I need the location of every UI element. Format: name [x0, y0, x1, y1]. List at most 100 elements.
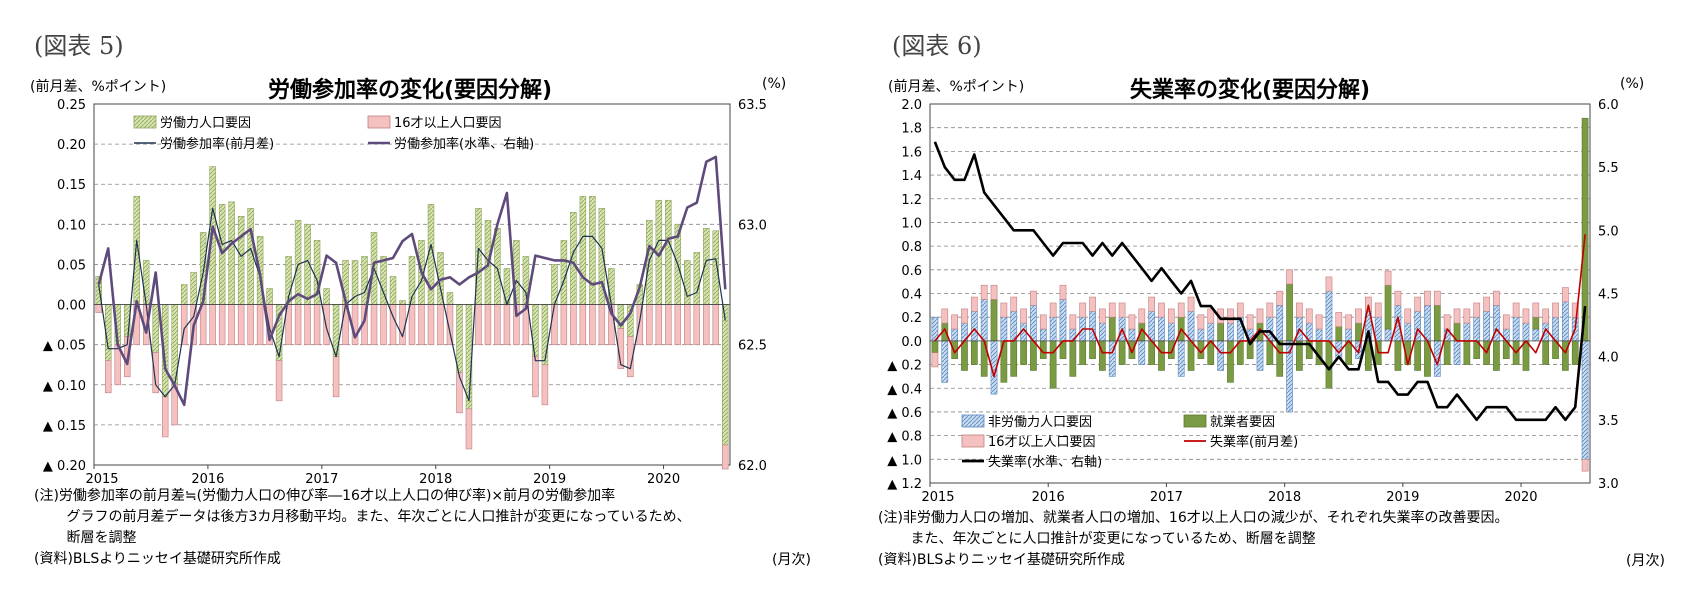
- bar-employed: [1443, 340, 1451, 365]
- bar-employed: [1010, 340, 1018, 377]
- bar-employed: [1118, 340, 1126, 365]
- legend-label: 就業者要因: [1210, 414, 1275, 430]
- bar-nilf: [941, 340, 949, 383]
- bar-employed: [970, 340, 978, 365]
- chart-5-notes: (注)労働参加率の前月差≒(労働力人口の伸び率―16才以上人口の伸び率)×前月の…: [34, 486, 691, 570]
- bar-population: [646, 304, 653, 345]
- bar-population: [674, 304, 682, 345]
- x-tick-label: 2019: [533, 472, 566, 487]
- bar-nilf: [1227, 322, 1234, 342]
- bar-labor-force: [190, 272, 197, 305]
- bar-population: [1365, 296, 1372, 312]
- bar-population: [1158, 302, 1165, 318]
- bar-employed: [1108, 316, 1116, 342]
- bar-nilf: [1473, 316, 1481, 342]
- bar-nilf: [1315, 328, 1323, 342]
- bar-nilf: [1463, 322, 1471, 342]
- legend-swatch: [961, 414, 985, 428]
- bar-population: [703, 304, 710, 345]
- bar-population: [1473, 302, 1481, 318]
- legend-label: 失業率(前月差): [1210, 434, 1298, 450]
- chart-6-notes: (注)非労働力人口の増加、就業者人口の増加、16才以上人口の減少が、それぞれ失業…: [878, 508, 1508, 571]
- bar-nilf: [1276, 305, 1284, 342]
- y-left-tick-label: 0.05: [57, 258, 86, 273]
- plot-area-frame: [93, 103, 731, 466]
- bar-population: [275, 360, 283, 402]
- bar-population: [427, 304, 435, 345]
- bar-population: [551, 304, 558, 345]
- chart-6-svg: 2.0 1.8 1.6 1.4 1.2 1.0 0.8 0.6 0.4 0.2 0.0 ▲ 0.2 ▲ …: [887, 98, 1619, 505]
- bar-nilf: [1483, 310, 1490, 342]
- bar-population: [1030, 290, 1037, 306]
- y-left-tick-label: ▲ 0.4: [887, 382, 922, 397]
- bar-employed: [990, 299, 998, 342]
- bar-population: [560, 304, 568, 345]
- bar-nilf: [1089, 310, 1096, 342]
- bar-population: [1512, 302, 1520, 318]
- figure-6-panel: (図表 6) 失業率の変化(要因分解) (前月差、%ポイント) (%) 2.0 1…: [840, 0, 1680, 606]
- bar-population: [541, 364, 549, 406]
- bar-nilf: [1581, 340, 1589, 460]
- bar-labor-force: [712, 230, 720, 305]
- y-right-tick-label: 62.0: [738, 459, 767, 474]
- bar-employed: [1394, 340, 1402, 371]
- y-left-tick-label: 1.6: [901, 145, 922, 160]
- bar-employed: [1522, 340, 1530, 371]
- bar-nilf: [1148, 310, 1155, 342]
- bar-population: [1325, 276, 1333, 292]
- bar-employed: [931, 340, 939, 354]
- legend-swatch: [367, 115, 391, 129]
- y-left-tick-label: ▲ 0.05: [43, 339, 86, 354]
- legend-swatch: [1183, 414, 1207, 428]
- bar-labor-force: [693, 252, 701, 305]
- legend-label: 労働参加率(前月差): [160, 136, 274, 152]
- bar-population: [1296, 302, 1303, 318]
- bar-employed: [1562, 340, 1569, 371]
- bar-population: [951, 314, 958, 330]
- y-left-tick-label: 1.2: [901, 193, 922, 208]
- bar-population: [209, 304, 216, 345]
- y-left-tick-label: ▲ 0.6: [887, 406, 922, 421]
- legend-label: 16才以上人口要因: [394, 116, 502, 131]
- line-ur-diff: [934, 234, 1586, 378]
- bar-population: [1010, 296, 1018, 312]
- bar-population: [313, 304, 321, 345]
- chart-5-month-label: (月次): [772, 552, 811, 568]
- bar-employed: [1571, 340, 1579, 365]
- bar-employed: [1335, 326, 1343, 342]
- y-right-tick-label: 3.5: [1598, 414, 1619, 429]
- bar-nilf: [980, 299, 988, 342]
- bar-population: [655, 304, 663, 345]
- chart-6-note-line: (注)非労働力人口の増加、就業者人口の増加、16才以上人口の減少が、それぞれ失業…: [878, 510, 1509, 526]
- bar-nilf: [1187, 310, 1195, 342]
- bar-nilf: [1099, 322, 1106, 342]
- bar-population: [503, 304, 511, 345]
- legend-label: 16才以上人口要因: [988, 435, 1096, 450]
- y-left-tick-label: ▲ 0.8: [887, 430, 922, 445]
- chart-5-source-line: (資料)BLSよりニッセイ基礎研究所作成: [34, 551, 281, 567]
- bar-population: [1433, 290, 1441, 306]
- bar-population: [1374, 302, 1382, 318]
- bar-nilf: [1207, 322, 1215, 342]
- bar-population: [970, 296, 978, 312]
- bar-population: [1118, 302, 1126, 318]
- bar-population: [1276, 290, 1284, 306]
- bar-nilf: [1167, 322, 1175, 342]
- y-left-tick-label: ▲ 0.15: [43, 419, 86, 434]
- bar-population: [304, 304, 311, 345]
- bar-population: [589, 304, 596, 345]
- bar-labor-force: [266, 288, 273, 305]
- bar-labor-force: [589, 195, 596, 305]
- bar-labor-force: [180, 284, 188, 305]
- legend-label: 労働力人口要因: [160, 116, 251, 131]
- y-left-tick-label: ▲ 1.2: [887, 477, 922, 492]
- bar-population: [570, 304, 577, 345]
- bar-population: [1256, 308, 1264, 324]
- chart-6-note-line: また、年次ごとに人口推計が変更になっているため、断層を調整: [878, 531, 1316, 547]
- bar-population: [1167, 308, 1175, 324]
- bar-population: [418, 304, 425, 345]
- bar-nilf: [1049, 316, 1057, 342]
- bar-population: [1562, 287, 1569, 303]
- chart-5-right-unit: (%): [762, 76, 787, 92]
- bar-nilf: [1374, 316, 1382, 342]
